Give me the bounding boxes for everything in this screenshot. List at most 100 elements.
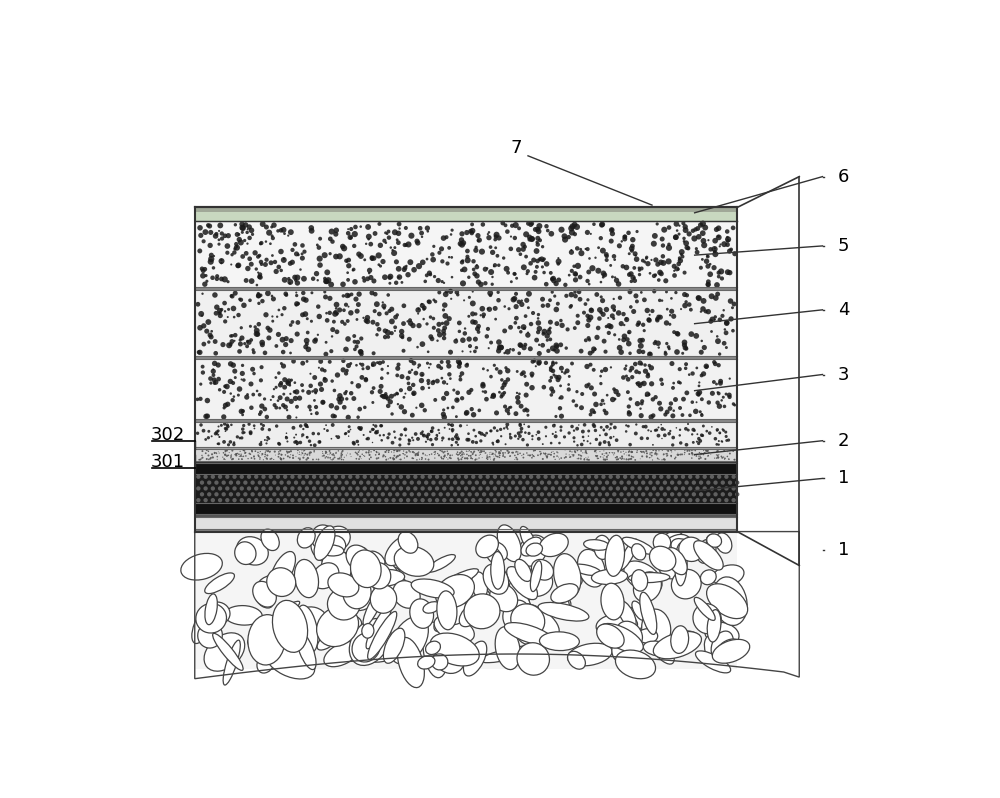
Point [665, 439, 681, 452]
Point [431, 427, 447, 440]
Point [231, 233, 247, 246]
Point [597, 453, 613, 466]
Point [408, 367, 424, 380]
Point [538, 357, 554, 369]
Point [358, 314, 374, 327]
Point [518, 310, 534, 322]
Point [232, 334, 248, 346]
Point [229, 240, 245, 253]
Point [377, 271, 393, 283]
Point [469, 261, 485, 274]
Point [441, 360, 457, 373]
Circle shape [500, 498, 504, 502]
Point [479, 451, 495, 464]
Point [318, 419, 334, 432]
Point [331, 393, 347, 405]
Point [402, 382, 418, 395]
Point [227, 371, 243, 384]
Point [390, 236, 406, 249]
Point [198, 433, 214, 446]
Circle shape [247, 475, 251, 479]
Point [268, 265, 284, 278]
Point [268, 401, 284, 414]
Point [270, 328, 286, 341]
Point [299, 431, 315, 444]
Point [346, 437, 362, 450]
Point [366, 347, 382, 360]
Point [646, 285, 662, 298]
Point [374, 420, 390, 433]
Point [211, 238, 227, 251]
Point [360, 220, 376, 233]
Circle shape [666, 475, 671, 479]
Circle shape [551, 475, 555, 479]
Point [596, 449, 612, 462]
Point [539, 334, 555, 346]
Point [426, 446, 442, 459]
Point [410, 236, 426, 249]
Point [659, 405, 675, 418]
Point [577, 298, 593, 310]
Point [481, 303, 497, 316]
Point [639, 450, 655, 463]
Point [266, 219, 282, 231]
Point [245, 363, 261, 376]
Point [557, 366, 573, 379]
Point [725, 324, 741, 337]
Circle shape [355, 475, 360, 479]
Point [568, 399, 584, 412]
Point [435, 452, 451, 465]
Point [517, 426, 533, 439]
Point [350, 298, 366, 311]
Point [647, 337, 663, 350]
Point [453, 234, 469, 247]
Point [434, 445, 450, 458]
Ellipse shape [438, 595, 467, 625]
Point [389, 387, 405, 400]
Point [711, 400, 727, 413]
Ellipse shape [556, 574, 582, 589]
Circle shape [500, 475, 504, 479]
Point [524, 232, 540, 245]
Point [320, 451, 336, 464]
Circle shape [319, 486, 324, 491]
Point [483, 336, 499, 349]
Circle shape [229, 480, 233, 484]
Point [237, 234, 253, 247]
Point [489, 425, 505, 437]
Circle shape [731, 498, 736, 502]
Point [198, 410, 214, 423]
Point [545, 356, 561, 369]
Point [374, 434, 390, 447]
Point [650, 452, 666, 464]
Circle shape [688, 475, 692, 479]
Point [194, 263, 210, 275]
Point [298, 341, 314, 354]
Point [616, 334, 632, 346]
Point [404, 409, 420, 421]
Point [699, 444, 715, 457]
Point [523, 318, 539, 330]
Point [336, 401, 352, 413]
Point [546, 419, 562, 432]
Point [496, 386, 512, 399]
Point [508, 451, 524, 464]
Point [482, 286, 498, 299]
Point [520, 302, 536, 314]
Point [270, 224, 286, 237]
Point [550, 373, 566, 386]
Point [551, 255, 567, 268]
Point [275, 346, 291, 358]
Point [437, 322, 453, 334]
Point [502, 343, 518, 356]
Circle shape [334, 475, 338, 479]
Point [236, 426, 252, 439]
Point [531, 322, 547, 335]
Point [412, 452, 428, 465]
Ellipse shape [633, 572, 661, 602]
Point [300, 421, 316, 433]
Point [203, 253, 219, 266]
Point [448, 430, 464, 443]
Point [257, 403, 273, 416]
Point [230, 259, 246, 271]
